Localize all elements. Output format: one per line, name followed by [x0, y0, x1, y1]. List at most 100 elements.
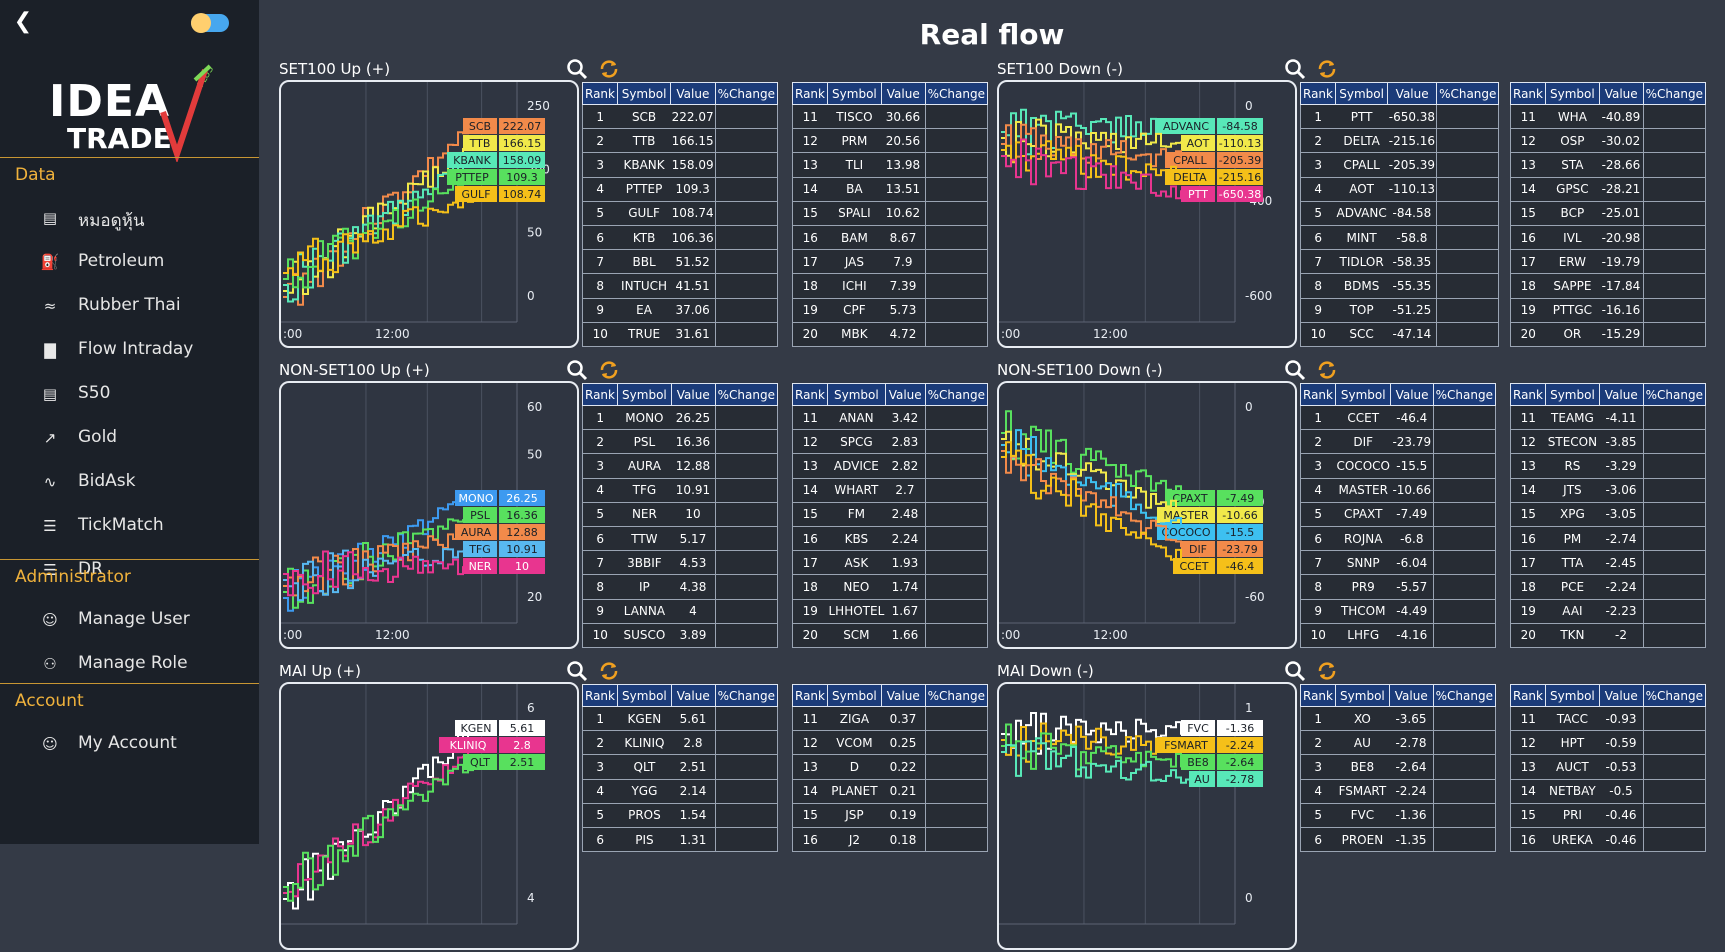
table-row[interactable]: 6 ROJNA -6.8: [1300, 526, 1496, 552]
column-header[interactable]: Symbol: [616, 383, 672, 406]
table-row[interactable]: 4 AOT -110.13: [1300, 177, 1499, 202]
table-row[interactable]: 19 PTTGC -16.16: [1510, 298, 1706, 323]
table-row[interactable]: 3 CPALL -205.39: [1300, 152, 1499, 178]
sidebar-item-s50[interactable]: ▤ S50: [0, 376, 259, 412]
column-header[interactable]: Rank: [792, 383, 828, 406]
search-icon[interactable]: [566, 660, 588, 682]
table-row[interactable]: 19 LHHOTEL 1.67: [792, 599, 988, 624]
table-row[interactable]: 9 TOP -51.25: [1300, 298, 1499, 323]
column-header[interactable]: Rank: [582, 684, 618, 707]
table-row[interactable]: 12 VCOM 0.25: [792, 730, 988, 756]
table-row[interactable]: 3 AURA 12.88: [582, 453, 778, 479]
table-row[interactable]: 19 CPF 5.73: [792, 298, 988, 323]
table-row[interactable]: 5 ADVANC -84.58: [1300, 201, 1499, 226]
sidebar-item-my-account[interactable]: ☺ My Account: [0, 726, 259, 762]
table-row[interactable]: 11 WHA -40.89: [1510, 104, 1706, 130]
table-row[interactable]: 6 KTB 106.36: [582, 225, 778, 251]
column-header[interactable]: Value: [1390, 383, 1434, 406]
column-header[interactable]: %Change: [924, 383, 989, 406]
column-header[interactable]: Symbol: [1544, 684, 1600, 707]
column-header[interactable]: Symbol: [1334, 684, 1390, 707]
search-icon[interactable]: [1284, 58, 1306, 80]
column-header[interactable]: Rank: [1510, 684, 1546, 707]
table-row[interactable]: 8 INTUCH 41.51: [582, 273, 778, 299]
table-row[interactable]: 14 BA 13.51: [792, 177, 988, 202]
table-row[interactable]: 10 SUSCO 3.89: [582, 623, 778, 648]
column-header[interactable]: Rank: [792, 684, 828, 707]
theme-toggle[interactable]: [191, 13, 229, 33]
table-row[interactable]: 2 DIF -23.79: [1300, 429, 1496, 455]
table-row[interactable]: 15 FM 2.48: [792, 502, 988, 527]
table-row[interactable]: 16 PM -2.74: [1510, 526, 1706, 552]
table-row[interactable]: 2 DELTA -215.16: [1300, 128, 1499, 154]
table-row[interactable]: 9 LANNA 4: [582, 599, 778, 624]
column-header[interactable]: %Change: [1642, 383, 1707, 406]
sidebar-item-bidask[interactable]: ∿ BidAsk: [0, 464, 259, 500]
column-header[interactable]: %Change: [714, 82, 779, 105]
table-row[interactable]: 8 PR9 -5.57: [1300, 574, 1496, 600]
search-icon[interactable]: [1284, 359, 1306, 381]
table-row[interactable]: 13 AUCT -0.53: [1510, 754, 1706, 780]
table-row[interactable]: 10 LHFG -4.16: [1300, 623, 1496, 648]
table-row[interactable]: 17 JAS 7.9: [792, 249, 988, 275]
table-row[interactable]: 13 ADVICE 2.82: [792, 453, 988, 479]
column-header[interactable]: Value: [1387, 82, 1438, 105]
column-header[interactable]: Symbol: [826, 82, 882, 105]
table-row[interactable]: 5 PROS 1.54: [582, 803, 778, 828]
table-row[interactable]: 6 TTW 5.17: [582, 526, 778, 552]
table-row[interactable]: 16 KBS 2.24: [792, 526, 988, 552]
table-row[interactable]: 15 JSP 0.19: [792, 803, 988, 828]
table-row[interactable]: 1 CCET -46.4: [1300, 405, 1496, 431]
column-header[interactable]: Symbol: [1544, 383, 1600, 406]
table-row[interactable]: 20 MBK 4.72: [792, 322, 988, 347]
table-row[interactable]: 20 OR -15.29: [1510, 322, 1706, 347]
table-row[interactable]: 17 ERW -19.79: [1510, 249, 1706, 275]
table-row[interactable]: 3 QLT 2.51: [582, 754, 778, 780]
table-row[interactable]: 13 STA -28.66: [1510, 152, 1706, 178]
table-row[interactable]: 12 HPT -0.59: [1510, 730, 1706, 756]
table-row[interactable]: 1 SCB 222.07: [582, 104, 778, 130]
column-header[interactable]: Value: [1598, 383, 1644, 406]
column-header[interactable]: %Change: [1642, 684, 1707, 707]
table-row[interactable]: 6 MINT -58.8: [1300, 225, 1499, 251]
column-header[interactable]: %Change: [1432, 383, 1497, 406]
sidebar-item-manage-user[interactable]: ☺ Manage User: [0, 602, 259, 638]
table-row[interactable]: 20 TKN -2: [1510, 623, 1706, 648]
table-row[interactable]: 18 NEO 1.74: [792, 574, 988, 600]
column-header[interactable]: Rank: [582, 82, 618, 105]
table-row[interactable]: 17 TTA -2.45: [1510, 550, 1706, 576]
table-row[interactable]: 16 UREKA -0.46: [1510, 827, 1706, 853]
table-row[interactable]: 9 THCOM -4.49: [1300, 599, 1496, 624]
table-row[interactable]: 11 TEAMG -4.11: [1510, 405, 1706, 431]
column-header[interactable]: %Change: [714, 383, 779, 406]
column-header[interactable]: Value: [880, 82, 926, 105]
sidebar-item-rubber-thai[interactable]: ≈ Rubber Thai: [0, 288, 259, 324]
table-row[interactable]: 4 MASTER -10.66: [1300, 478, 1496, 503]
column-header[interactable]: Symbol: [616, 82, 672, 105]
table-row[interactable]: 4 FSMART -2.24: [1300, 779, 1496, 804]
table-row[interactable]: 8 BDMS -55.35: [1300, 273, 1499, 299]
sidebar-item-dr[interactable]: ☰ DR: [0, 552, 259, 588]
column-header[interactable]: Value: [670, 82, 716, 105]
table-row[interactable]: 12 STECON -3.85: [1510, 429, 1706, 455]
column-header[interactable]: Symbol: [1334, 383, 1392, 406]
table-row[interactable]: 16 IVL -20.98: [1510, 225, 1706, 251]
table-row[interactable]: 19 AAI -2.23: [1510, 599, 1706, 624]
column-header[interactable]: Value: [880, 684, 926, 707]
table-row[interactable]: 7 TIDLOR -58.35: [1300, 249, 1499, 275]
column-header[interactable]: Rank: [582, 383, 618, 406]
table-row[interactable]: 13 RS -3.29: [1510, 453, 1706, 479]
table-row[interactable]: 15 BCP -25.01: [1510, 201, 1706, 226]
table-row[interactable]: 16 BAM 8.67: [792, 225, 988, 251]
table-row[interactable]: 14 PLANET 0.21: [792, 779, 988, 804]
refresh-icon[interactable]: [1316, 58, 1338, 80]
column-header[interactable]: %Change: [1642, 82, 1707, 105]
table-row[interactable]: 10 SCC -47.14: [1300, 322, 1499, 347]
column-header[interactable]: Rank: [1300, 383, 1336, 406]
column-header[interactable]: Value: [1598, 684, 1644, 707]
table-row[interactable]: 14 NETBAY -0.5: [1510, 779, 1706, 804]
table-row[interactable]: 1 PTT -650.38: [1300, 104, 1499, 130]
refresh-icon[interactable]: [1316, 359, 1338, 381]
table-row[interactable]: 12 PRM 20.56: [792, 128, 988, 154]
table-row[interactable]: 17 ASK 1.93: [792, 550, 988, 576]
